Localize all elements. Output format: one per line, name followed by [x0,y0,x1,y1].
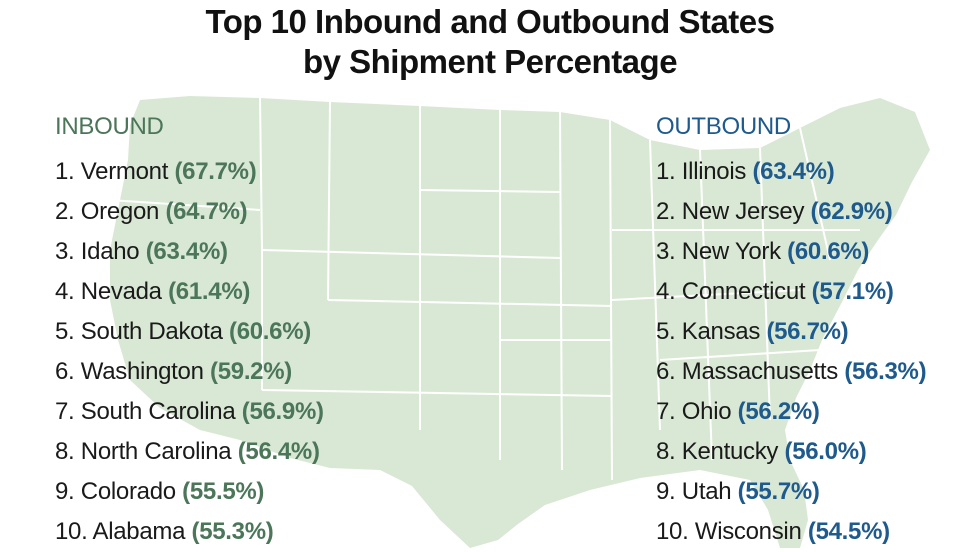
title-line-2: by Shipment Percentage [302,43,678,80]
inbound-item: 3. Idaho (63.4%) [55,232,324,272]
percentage: (67.7%) [174,158,257,185]
inbound-item: 4. Nevada (61.4%) [55,272,324,312]
rank: 8. [55,438,75,465]
rank: 8. [656,438,676,465]
percentage: (64.7%) [165,198,248,225]
state-name: Nevada [80,278,162,305]
state-name: New York [681,238,781,265]
inbound-item: 7. South Carolina (56.9%) [55,392,324,432]
inbound-item: 1. Vermont (67.7%) [55,152,324,192]
outbound-list: OUTBOUND 1. Illinois (63.4%) 2. New Jers… [656,112,927,552]
state-name: Connecticut [681,278,806,305]
rank: 9. [656,478,676,505]
rank: 3. [55,238,75,265]
state-borders [109,97,860,481]
percentage: (59.2%) [210,358,292,385]
percentage: (56.4%) [237,438,320,465]
percentage: (63.4%) [145,238,228,265]
rank: 5. [55,318,75,345]
inbound-item: 5. South Dakota (60.6%) [55,312,324,352]
percentage: (55.5%) [182,478,265,505]
inbound-item: 6. Washington (59.2%) [55,352,324,392]
outbound-item: 4. Connecticut (57.1%) [656,272,926,312]
state-name: South Carolina [80,398,236,425]
inbound-item: 2. Oregon (64.7%) [55,192,324,232]
state-name: Colorado [80,478,176,505]
rank: 6. [55,358,75,385]
percentage: (54.5%) [807,518,890,545]
percentage: (60.6%) [787,238,870,265]
percentage: (56.3%) [844,358,927,385]
rank: 7. [656,398,676,425]
page-title: Top 10 Inbound and Outbound States by Sh… [0,2,980,82]
rank: 2. [656,198,676,225]
percentage: (62.9%) [810,198,893,225]
percentage: (56.7%) [766,318,849,345]
outbound-item: 1. Illinois (63.4%) [656,152,926,192]
rank: 1. [55,158,75,185]
rank: 1. [656,158,676,185]
state-name: Alabama [92,518,186,545]
percentage: (60.6%) [229,318,311,345]
state-name: Utah [681,478,732,505]
state-name: Oregon [80,198,160,225]
outbound-item: 10. Wisconsin (54.5%) [656,512,926,552]
state-name: Illinois [681,158,747,185]
outbound-heading: OUTBOUND [656,113,791,140]
rank: 4. [55,278,75,305]
state-name: Ohio [681,398,732,425]
rank: 7. [55,398,75,425]
state-name: South Dakota [80,318,223,345]
percentage: (55.3%) [191,518,274,545]
state-name: Massachusetts [681,358,838,385]
percentage: (56.2%) [737,398,820,425]
rank: 3. [656,238,676,265]
outbound-item: 6. Massachusetts (56.3%) [656,352,927,392]
percentage: (55.7%) [737,478,820,505]
outbound-item: 2. New Jersey (62.9%) [656,192,926,232]
rank: 6. [656,358,676,385]
outbound-item: 3. New York (60.6%) [656,232,926,272]
percentage: (57.1%) [811,278,894,305]
rank: 2. [55,198,75,225]
rank: 5. [656,318,676,345]
percentage: (56.0%) [784,438,867,465]
percentage: (61.4%) [168,278,251,305]
rank: 10. [55,518,88,545]
outbound-item: 7. Ohio (56.2%) [656,392,926,432]
inbound-item: 10. Alabama (55.3%) [55,512,324,552]
inbound-item: 8. North Carolina (56.4%) [55,432,324,472]
inbound-item: 9. Colorado (55.5%) [55,472,324,512]
rank: 4. [656,278,676,305]
us-landmass [110,96,930,548]
state-name: North Carolina [80,438,232,465]
percentage: (56.9%) [241,398,324,425]
state-name: Kansas [681,318,761,345]
rank: 10. [656,518,689,545]
inbound-heading: INBOUND [55,113,164,140]
state-name: Vermont [80,158,169,185]
state-name: Washington [80,358,204,385]
outbound-item: 9. Utah (55.7%) [656,472,926,512]
state-name: New Jersey [681,198,805,225]
rank: 9. [55,478,75,505]
state-name: Wisconsin [694,518,802,545]
state-name: Kentucky [681,438,779,465]
state-name: Idaho [80,238,140,265]
inbound-list: INBOUND 1. Vermont (67.7%) 2. Oregon (64… [55,112,324,552]
title-line-1: Top 10 Inbound and Outbound States [205,3,775,40]
outbound-item: 8. Kentucky (56.0%) [656,432,926,472]
outbound-item: 5. Kansas (56.7%) [656,312,926,352]
percentage: (63.4%) [752,158,835,185]
